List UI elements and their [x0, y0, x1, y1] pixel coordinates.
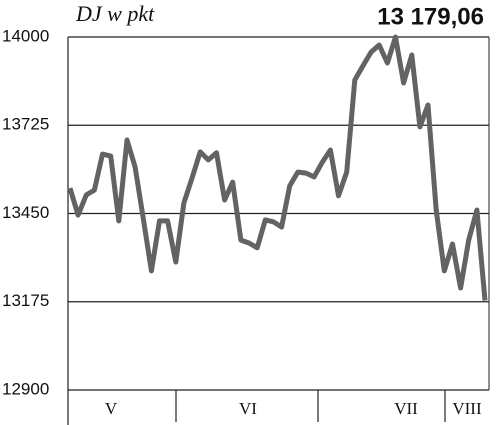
y-tick-label: 13725: [2, 115, 49, 134]
y-tick-label: 14000: [2, 26, 49, 45]
line: [67, 34, 488, 301]
chart-title: DJ w pkt: [75, 1, 155, 26]
month-label: VIII: [452, 399, 482, 418]
y-tick-label: 12900: [2, 379, 49, 398]
month-label: V: [105, 399, 118, 418]
month-label: VI: [239, 399, 257, 418]
y-tick-label: 13450: [2, 203, 49, 222]
y-tick-label: 13175: [2, 291, 49, 310]
headline-value: 13 179,06: [377, 3, 484, 30]
month-label: VII: [394, 399, 418, 418]
